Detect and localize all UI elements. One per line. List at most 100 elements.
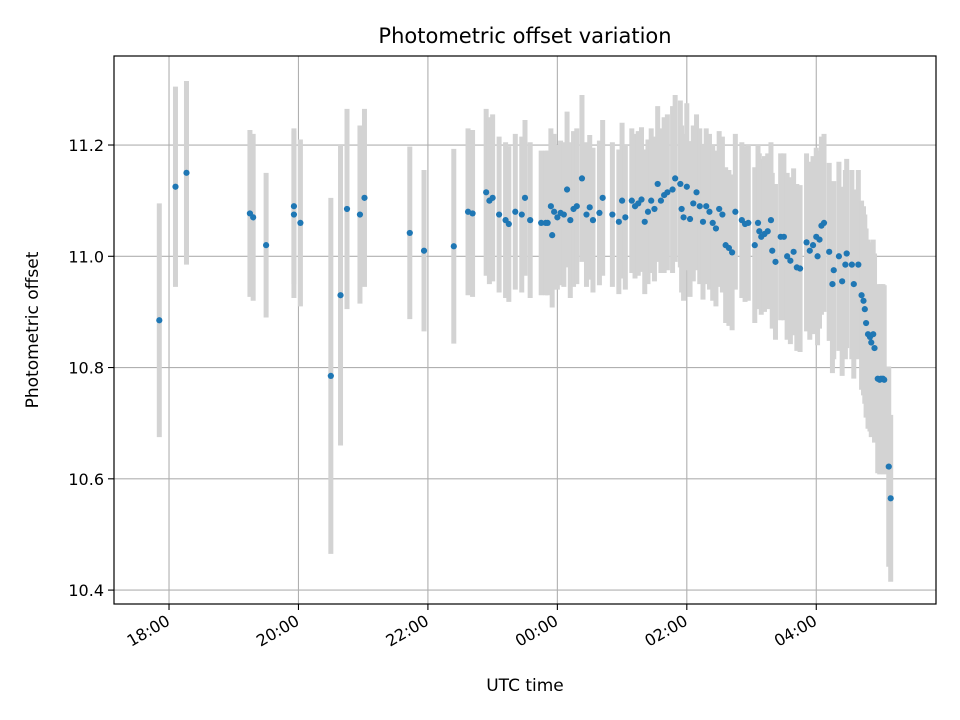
data-point: [860, 297, 867, 304]
data-point: [806, 247, 813, 254]
data-point: [816, 236, 823, 243]
data-point: [672, 175, 679, 182]
data-point: [814, 253, 821, 260]
data-point: [790, 248, 797, 255]
y-tick-label: 10.6: [68, 470, 104, 489]
data-point: [706, 208, 713, 215]
data-point: [669, 186, 676, 193]
data-point: [538, 219, 545, 227]
data-point: [729, 249, 736, 256]
data-point: [512, 208, 519, 215]
y-tick-label: 11.0: [68, 247, 104, 266]
data-point: [862, 319, 870, 327]
data-point: [554, 214, 561, 221]
data-point: [599, 194, 606, 201]
data-point: [696, 203, 703, 210]
data-point: [657, 197, 665, 204]
data-point: [654, 180, 661, 188]
data-point: [764, 228, 771, 235]
data-point: [573, 203, 580, 210]
data-point: [683, 183, 690, 190]
data-point: [648, 197, 655, 204]
data-point: [327, 372, 334, 379]
data-point: [337, 292, 344, 299]
data-point: [563, 186, 571, 193]
data-point: [622, 214, 629, 221]
data-point: [263, 242, 270, 249]
data-point: [796, 265, 804, 272]
data-point: [469, 210, 476, 217]
data-point: [850, 281, 857, 288]
data-point: [544, 219, 551, 227]
data-point: [885, 463, 892, 470]
data-point: [709, 219, 716, 227]
y-axis-ticks: 10.4 10.6 10.8 11.0 11.2: [68, 136, 114, 600]
data-point: [712, 225, 720, 232]
data-point: [551, 208, 558, 215]
data-point: [719, 211, 726, 218]
data-point: [596, 209, 603, 216]
data-point: [686, 215, 694, 223]
data-point: [290, 203, 298, 210]
data-point: [754, 219, 762, 227]
data-point: [745, 219, 752, 227]
data-point: [489, 194, 496, 201]
data-point: [678, 205, 685, 213]
data-point: [826, 248, 833, 255]
data-point: [343, 205, 351, 213]
data-point: [680, 214, 687, 221]
data-point: [784, 253, 791, 260]
data-point: [547, 203, 554, 210]
data-point: [703, 203, 710, 210]
data-point: [809, 242, 817, 249]
data-point: [586, 204, 593, 211]
data-point: [756, 228, 763, 235]
data-point: [518, 211, 525, 218]
data-point: [638, 196, 645, 203]
x-axis-label: UTC time: [486, 676, 564, 696]
data-point: [505, 220, 512, 228]
data-point: [835, 253, 843, 260]
data-point: [855, 261, 862, 268]
data-point: [690, 200, 697, 207]
data-point: [290, 211, 298, 218]
data-point: [881, 376, 888, 383]
data-point: [868, 339, 875, 346]
data-point: [664, 189, 671, 196]
data-point: [483, 189, 490, 196]
data-point: [589, 217, 597, 224]
data-point: [250, 214, 257, 221]
data-point: [618, 197, 626, 204]
data-point: [183, 169, 190, 176]
data-point: [787, 257, 794, 264]
data-point: [651, 205, 658, 213]
data-point: [578, 175, 586, 182]
data-point: [560, 211, 567, 218]
data-point: [406, 229, 413, 237]
data-point: [780, 233, 787, 240]
data-point: [887, 495, 894, 502]
y-tick-label: 11.2: [68, 136, 104, 155]
data-point: [172, 183, 179, 190]
data-point: [527, 217, 534, 224]
data-point: [830, 267, 837, 274]
data-point: [677, 180, 684, 188]
data-point: [615, 218, 622, 225]
data-points: [156, 169, 894, 502]
data-point: [839, 278, 846, 285]
data-point: [725, 244, 732, 252]
data-point: [861, 306, 868, 313]
data-point: [420, 247, 428, 254]
y-axis-label: Photometric offset: [23, 251, 43, 408]
plot-frame: [113, 55, 937, 605]
data-point: [716, 205, 723, 213]
data-point: [871, 344, 878, 352]
data-point: [297, 219, 304, 227]
data-point: [609, 211, 616, 218]
data-point: [820, 219, 828, 227]
data-point: [641, 218, 648, 225]
data-point: [848, 261, 855, 268]
data-point: [769, 247, 776, 254]
y-tick-label: 10.4: [68, 581, 104, 600]
